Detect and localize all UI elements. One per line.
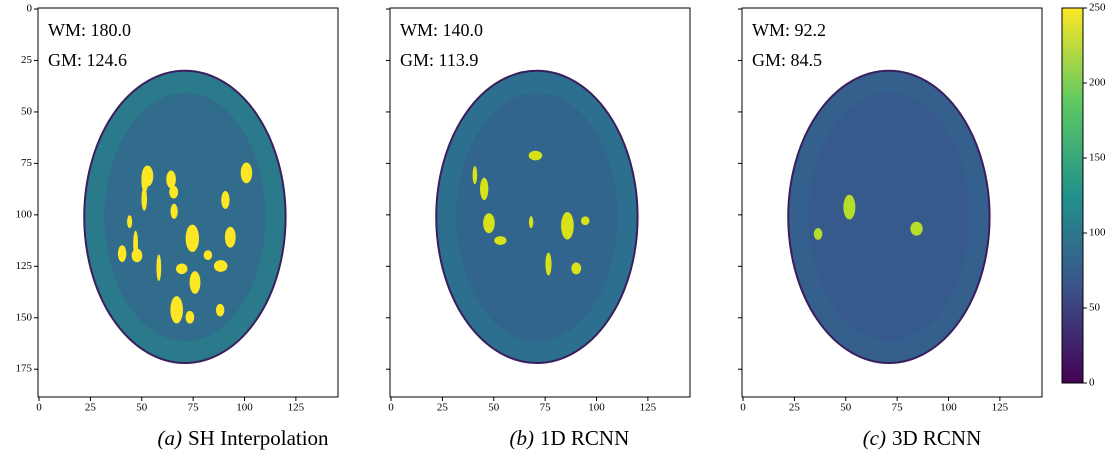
- x-tick-label: 50: [840, 402, 852, 414]
- brain-highlight: [528, 150, 543, 161]
- brain: [435, 69, 639, 365]
- brain-highlight: [176, 263, 188, 275]
- y-tick-label: 150: [16, 311, 33, 323]
- brain-highlight: [545, 252, 552, 276]
- axes-frame: [741, 7, 1043, 398]
- x-tick-label: 0: [36, 402, 42, 414]
- brain-highlight: [224, 226, 236, 248]
- brain-highlight: [213, 260, 228, 272]
- caption-label: (c): [863, 426, 886, 450]
- y-tick-label: 100: [16, 208, 33, 220]
- brain-highlight: [117, 245, 127, 263]
- brain-highlight: [189, 271, 201, 294]
- brain-highlight: [141, 187, 148, 211]
- x-tick-label: 50: [488, 402, 500, 414]
- brain-highlight: [494, 236, 507, 245]
- x-tick-label: 100: [236, 402, 253, 414]
- brain-highlight: [170, 203, 178, 219]
- x-tick-label: 25: [437, 402, 449, 414]
- brain-highlight: [131, 248, 143, 263]
- annotation: WM: 92.2: [752, 20, 826, 40]
- brain-highlight: [166, 170, 176, 189]
- brain-highlight: [170, 296, 183, 324]
- colorbar: [1061, 7, 1084, 384]
- caption: 1D RCNN: [540, 426, 629, 450]
- x-tick-label: 75: [892, 402, 904, 414]
- y-tick-label: 175: [16, 363, 33, 375]
- x-tick-label: 25: [85, 402, 97, 414]
- colorbar-tick-label: 100: [1089, 227, 1106, 239]
- colorbar-tick-label: 50: [1089, 302, 1101, 314]
- brain-highlight: [127, 215, 133, 229]
- brain: [787, 69, 991, 365]
- brain-highlight: [472, 166, 478, 185]
- axes-frame: [37, 7, 339, 398]
- colorbar-tick-label: 250: [1089, 2, 1106, 14]
- caption-label: (a): [158, 426, 183, 450]
- y-tick-label: 50: [21, 105, 33, 117]
- brain-highlight: [221, 190, 230, 209]
- brain-highlight: [203, 250, 213, 261]
- colorbar-tick-label: 0: [1089, 377, 1095, 389]
- brain-texture: [456, 92, 618, 342]
- x-tick-label: 100: [588, 402, 605, 414]
- brain-highlight: [480, 177, 489, 201]
- y-tick-label: 75: [21, 157, 33, 169]
- brain-highlight: [571, 262, 582, 275]
- x-tick-label: 100: [940, 402, 957, 414]
- brain-highlight: [156, 254, 162, 281]
- brain-texture: [808, 92, 970, 342]
- annotation: WM: 180.0: [48, 20, 131, 40]
- brain-texture: [104, 92, 266, 342]
- colorbar-tick-label: 200: [1089, 77, 1106, 89]
- y-tick-label: 25: [21, 54, 33, 66]
- y-tick-label: 125: [16, 260, 33, 272]
- x-tick-label: 125: [288, 402, 305, 414]
- annotation: GM: 84.5: [752, 50, 822, 70]
- caption: 3D RCNN: [892, 426, 981, 450]
- annotation: WM: 140.0: [400, 20, 483, 40]
- annotation: GM: 113.9: [400, 50, 478, 70]
- x-tick-label: 0: [740, 402, 746, 414]
- x-tick-label: 25: [789, 402, 801, 414]
- brain-highlight: [169, 185, 179, 199]
- brain-highlight: [561, 211, 574, 240]
- brain-highlight: [910, 221, 923, 236]
- caption: SH Interpolation: [188, 426, 329, 450]
- x-tick-label: 125: [992, 402, 1009, 414]
- x-tick-label: 75: [540, 402, 552, 414]
- brain-highlight: [240, 162, 253, 184]
- brain-highlight: [813, 228, 823, 240]
- annotation: GM: 124.6: [48, 50, 127, 70]
- y-tick-label: 0: [27, 3, 33, 15]
- x-tick-label: 0: [388, 402, 394, 414]
- x-tick-label: 75: [188, 402, 200, 414]
- x-tick-label: 50: [136, 402, 148, 414]
- brain-highlight: [580, 216, 590, 226]
- brain-highlight: [528, 216, 534, 229]
- brain-highlight: [843, 194, 856, 220]
- colorbar-tick-label: 150: [1089, 152, 1106, 164]
- brain-highlight: [215, 303, 225, 317]
- caption-label: (b): [510, 426, 535, 450]
- brain: [83, 69, 287, 365]
- brain-highlight: [185, 310, 195, 324]
- brain-highlight: [185, 224, 200, 253]
- x-tick-label: 125: [640, 402, 657, 414]
- axes-frame: [389, 7, 691, 398]
- brain-highlight: [483, 213, 495, 234]
- brain-highlight: [141, 165, 154, 187]
